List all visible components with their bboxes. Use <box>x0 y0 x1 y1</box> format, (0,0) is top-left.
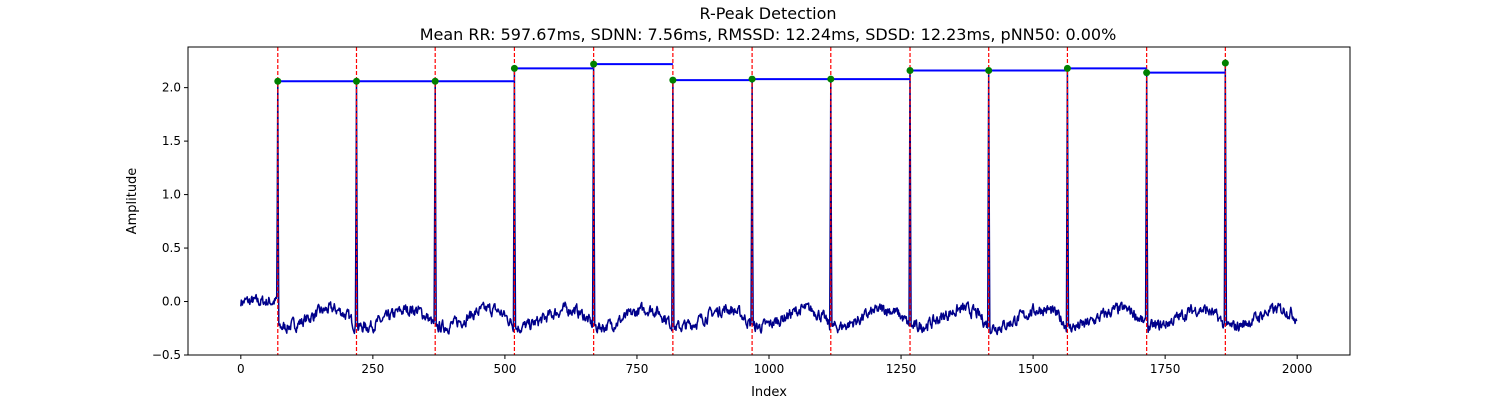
x-tick-label: 500 <box>493 362 516 376</box>
x-axis: 0 250 500 750 1000 1250 1500 1750 2000 <box>237 355 1312 376</box>
r-peak-point <box>1063 64 1071 72</box>
x-tick-label: 750 <box>626 362 649 376</box>
r-peak-point <box>748 75 756 83</box>
y-tick-label: 0.5 <box>162 241 181 255</box>
plot-layer <box>240 47 1298 355</box>
r-peak-point <box>352 77 360 85</box>
chart-subtitle: Mean RR: 597.67ms, SDNN: 7.56ms, RMSSD: … <box>420 25 1117 44</box>
r-peak-point <box>827 75 835 83</box>
x-tick-label: 1500 <box>1018 362 1049 376</box>
r-peak-point <box>510 64 518 72</box>
x-tick-label: 2000 <box>1282 362 1313 376</box>
r-peak-point <box>590 60 598 68</box>
r-peak-point <box>669 76 677 84</box>
y-tick-label: 2.0 <box>162 81 181 95</box>
r-peak-point <box>1221 59 1229 67</box>
r-peak-point <box>985 67 993 75</box>
y-axis-label: Amplitude <box>125 168 140 235</box>
y-tick-label: 0.0 <box>162 295 181 309</box>
chart-title: R-Peak Detection <box>699 4 836 23</box>
y-tick-label: 1.0 <box>162 188 181 202</box>
plot-frame <box>187 46 1351 356</box>
r-peak-point <box>1143 69 1151 77</box>
x-tick-label: 250 <box>361 362 384 376</box>
r-peak-point <box>274 77 282 85</box>
x-tick-label: 1000 <box>754 362 785 376</box>
r-peak-point <box>431 77 439 85</box>
y-tick-label: −0.5 <box>152 348 181 362</box>
x-tick-label: 1250 <box>886 362 917 376</box>
y-axis: −0.5 0.0 0.5 1.0 1.5 2.0 <box>152 81 188 362</box>
y-tick-label: 1.5 <box>162 134 181 148</box>
x-tick-label: 0 <box>237 362 245 376</box>
r-peak-point <box>906 67 914 75</box>
x-axis-label: Index <box>751 385 787 400</box>
x-tick-label: 1750 <box>1150 362 1181 376</box>
ecg-signal-line <box>240 62 1298 336</box>
